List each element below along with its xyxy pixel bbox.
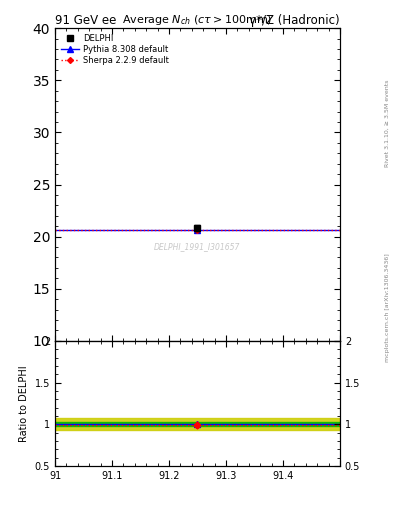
Y-axis label: Ratio to DELPHI: Ratio to DELPHI [19, 365, 29, 442]
Text: mcplots.cern.ch [arXiv:1306.3436]: mcplots.cern.ch [arXiv:1306.3436] [385, 253, 389, 361]
Bar [55, 418, 340, 431]
Title: Average $N_{ch}$ ($c\tau > 100$mm): Average $N_{ch}$ ($c\tau > 100$mm) [122, 13, 273, 27]
Text: γ*/Z (Hadronic): γ*/Z (Hadronic) [249, 14, 340, 27]
Text: DELPHI_1991_I301657: DELPHI_1991_I301657 [154, 243, 241, 251]
Bar [55, 422, 340, 426]
Legend: DELPHI, Pythia 8.308 default, Sherpa 2.2.9 default: DELPHI, Pythia 8.308 default, Sherpa 2.2… [59, 32, 171, 67]
Text: 91 GeV ee: 91 GeV ee [55, 14, 116, 27]
Text: Rivet 3.1.10, ≥ 3.5M events: Rivet 3.1.10, ≥ 3.5M events [385, 79, 389, 166]
